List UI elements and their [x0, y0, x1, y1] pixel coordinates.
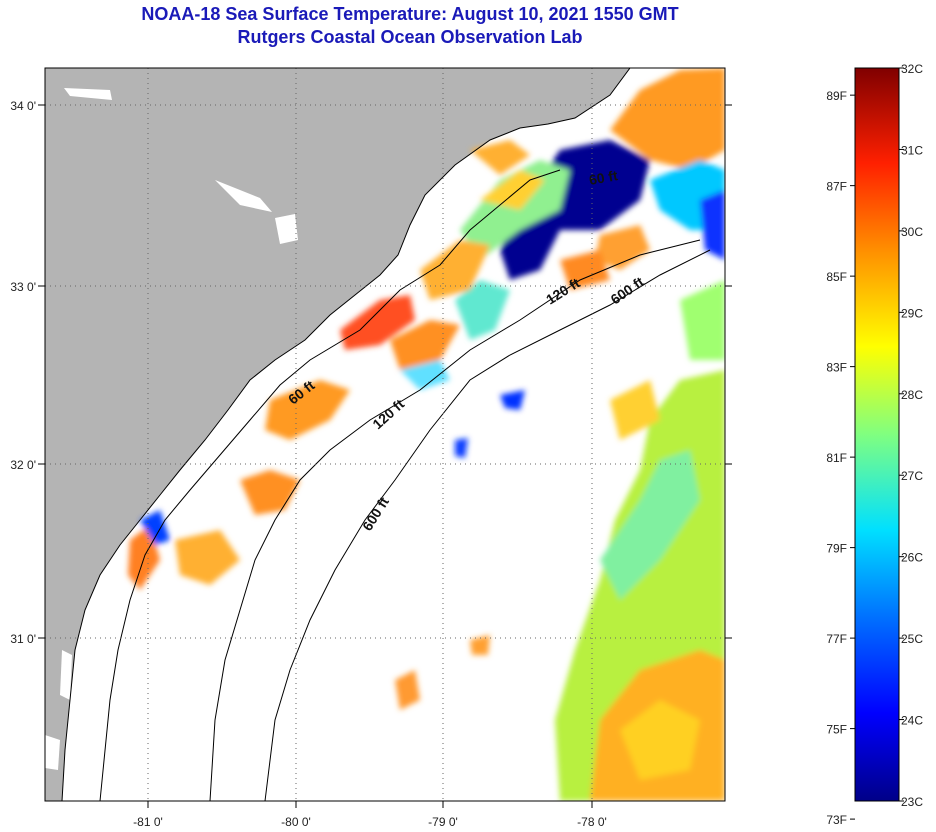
- colorbar-label-c: 29C: [901, 306, 923, 320]
- colorbar-label-c: 23C: [901, 795, 923, 809]
- lat-label: 31 0': [10, 632, 36, 646]
- colorbar-label-f: 83F: [826, 361, 847, 375]
- colorbar-label-c: 32C: [901, 62, 923, 76]
- lon-label: -81 0': [133, 815, 163, 829]
- lon-label: -78 0': [577, 815, 607, 829]
- lat-label: 33 0': [10, 280, 36, 294]
- colorbar-label-c: 30C: [901, 225, 923, 239]
- map-subtitle: Rutgers Coastal Ocean Observation Lab: [237, 27, 583, 47]
- grid: [45, 68, 725, 801]
- lat-label: 32 0': [10, 458, 36, 472]
- colorbar-label-f: 75F: [826, 723, 847, 737]
- colorbar-label-f: 85F: [826, 270, 847, 284]
- colorbar: [854, 67, 900, 802]
- colorbar-label-c: 26C: [901, 551, 923, 565]
- lon-label: -79 0': [428, 815, 458, 829]
- colorbar-label-c: 28C: [901, 388, 923, 402]
- colorbar-label-f: 77F: [826, 632, 847, 646]
- colorbar-ticks: 32C 31C 30C 29C 28C 27C 26C 25C 24C 23C 89F 87F 85F 8…: [826, 62, 923, 827]
- colorbar-label-c: 24C: [901, 714, 923, 728]
- isobath-60ft: [99, 169, 561, 801]
- colorbar-label-c: 27C: [901, 469, 923, 483]
- land-mass: [45, 68, 630, 801]
- lat-label: 34 0': [10, 99, 36, 113]
- isobath-120ft: [209, 239, 701, 801]
- colorbar-label-f: 87F: [826, 180, 847, 194]
- lon-label: -80 0': [281, 815, 311, 829]
- contour-label: 60 ft: [588, 167, 619, 188]
- map-title: NOAA-18 Sea Surface Temperature: August …: [141, 4, 679, 24]
- sst-field: [128, 68, 725, 801]
- colorbar-label-f: 81F: [826, 451, 847, 465]
- isobath-600ft: [264, 249, 711, 801]
- colorbar-label-f: 79F: [826, 542, 847, 556]
- colorbar-label-c: 31C: [901, 143, 923, 157]
- axis-ticks: [38, 104, 732, 808]
- colorbar-label-f: 73F: [826, 813, 847, 827]
- colorbar-label-f: 89F: [826, 89, 847, 103]
- colorbar-label-c: 25C: [901, 632, 923, 646]
- plot-frame: [44, 67, 726, 802]
